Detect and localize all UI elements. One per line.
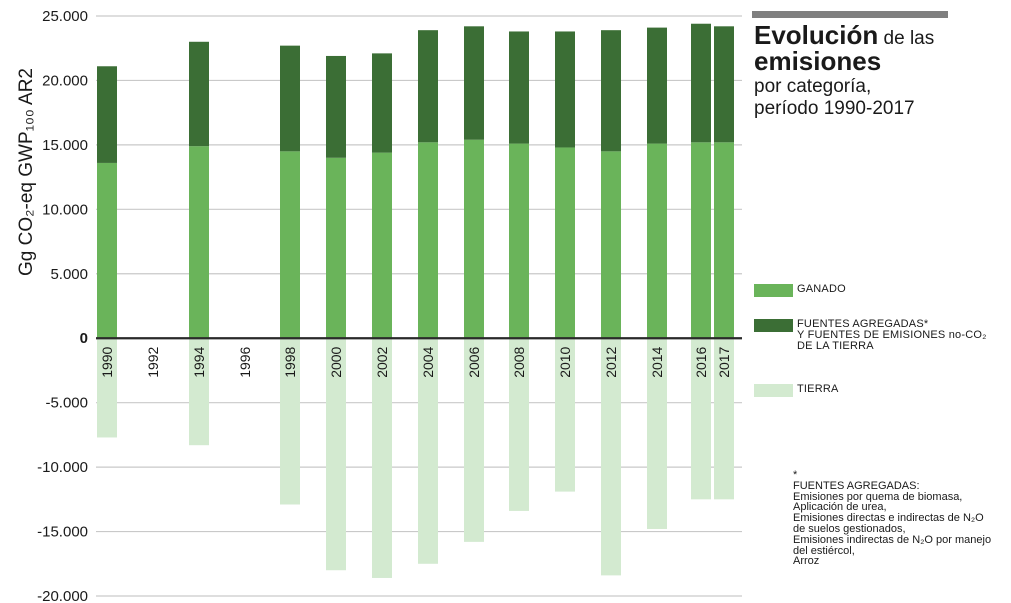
y-tick-label: -10.000 [37,459,88,476]
y-tick-labels: 25.000 20.000 15.000 10.000 5.000 0 -5.000 -10.… [37,8,88,603]
legend-swatch-fuentes [754,319,793,332]
bar-tierra [714,338,734,500]
x-tick-label: 2017 [716,346,732,377]
x-tick-labels: 1990 1992 1994 1996 1998 2000 2002 2004 2006 2008… [99,346,732,377]
bar-ganado [691,142,711,339]
x-tick-label: 2000 [328,346,344,377]
legend-item-ganado: GANADO [754,284,846,297]
chart-title: Evolución de las emisiones por categoría… [754,22,1004,120]
legend-label-tierra: TIERRA [797,383,839,395]
bar-fuentes [189,41,209,147]
bar-tierra [464,338,484,542]
bar-tierra [418,338,438,564]
bar-fuentes [464,26,484,140]
bar-ganado [464,139,484,339]
bar-ganado [326,157,346,339]
y-tick-label: 20.000 [42,72,88,89]
x-tick-label: 2012 [603,346,619,377]
footnote-line: Emisiones por quema de biomasa, [793,491,963,503]
x-tick-label: 2016 [693,346,709,377]
title-line-3: por categoría, [754,76,872,97]
bar-fuentes [555,31,575,148]
bar-ganado [555,147,575,339]
footnote-line: del estiércol, [793,545,855,557]
footnote-line: de suelos gestionados, [793,523,906,535]
bar-tierra [555,338,575,492]
y-tick-label: 0 [80,330,88,347]
x-tick-label: 2014 [649,346,665,377]
x-tick-label: 2006 [466,346,482,377]
bar-tierra [280,338,300,505]
legend-label-fuentes: FUENTES AGREGADAS* Y FUENTES DE EMISIONE… [797,318,987,352]
bar-ganado [714,142,734,339]
x-tick-label: 1998 [282,346,298,377]
y-tick-label: -5.000 [45,395,88,412]
y-tick-label: 10.000 [42,201,88,218]
legend-item-tierra: TIERRA [754,384,839,397]
bar-tierra [509,338,529,511]
bar-fuentes [418,30,438,143]
bar-tierra [372,338,392,578]
bar-tierra [189,338,209,446]
bar-ganado [601,151,621,339]
bar-fuentes [601,30,621,152]
y-tick-label: 5.000 [50,266,88,283]
bar-ganado [418,142,438,339]
bar-ganado [189,146,209,339]
bar-fuentes [97,66,117,163]
y-tick-label: 25.000 [42,8,88,25]
footnote-line: Emisiones indirectas de N₂O por manejo [793,534,992,546]
footnote-line: * [793,470,798,481]
title-line-4: período 1990-2017 [754,98,915,119]
bar-fuentes [509,31,529,144]
y-tick-label: 15.000 [42,137,88,154]
legend-swatch-ganado [754,284,793,297]
bar-tierra [97,338,117,438]
footnote-line: Aplicación de urea, [793,502,887,514]
bar-tierra [647,338,667,529]
y-tick-label: -20.000 [37,588,88,603]
y-axis-title: Gg CO₂-eq GWP₁₀₀ AR2 [16,68,37,276]
x-tick-label: 2008 [511,346,527,377]
y-tick-label: -15.000 [37,524,88,541]
x-tick-label: 1996 [237,346,253,377]
legend-swatch-tierra [754,384,793,397]
bar-ganado [647,143,667,339]
title-bold-1: Evolución [754,20,879,50]
bar-fuentes [280,45,300,152]
legend-label-ganado: GANADO [797,283,846,295]
bar-fuentes [714,26,734,143]
title-bold-2: emisiones [754,46,882,76]
bar-tierra [691,338,711,500]
x-tick-label: 1992 [145,346,161,377]
x-tick-label: 1994 [191,346,207,377]
bar-ganado [280,151,300,339]
bars [97,23,734,578]
bar-fuentes [372,53,392,153]
legend-item-fuentes: FUENTES AGREGADAS* Y FUENTES DE EMISIONE… [754,319,987,352]
footnote-line: FUENTES AGREGADAS: [793,480,920,492]
x-tick-label: 2010 [557,346,573,377]
footnote-line: Emisiones directas e indirectas de N₂O [793,513,984,524]
bar-ganado [509,143,529,339]
bar-fuentes [326,55,346,158]
bar-ganado [372,152,392,339]
x-tick-label: 2004 [420,346,436,377]
emissions-chart: 25.000 20.000 15.000 10.000 5.000 0 -5.000 -10.… [16,8,742,603]
footnote: * FUENTES AGREGADAS: Emisiones por quema d… [793,470,1011,567]
bar-ganado [97,162,117,339]
title-decor-bar [752,11,948,18]
title-rest-1: de las [878,28,935,49]
bar-tierra [601,338,621,576]
footnote-line: Arroz [793,556,820,568]
bar-tierra [326,338,346,571]
bar-fuentes [647,27,667,144]
x-tick-label: 1990 [99,346,115,377]
x-tick-label: 2002 [374,346,390,377]
bar-fuentes [691,23,711,143]
